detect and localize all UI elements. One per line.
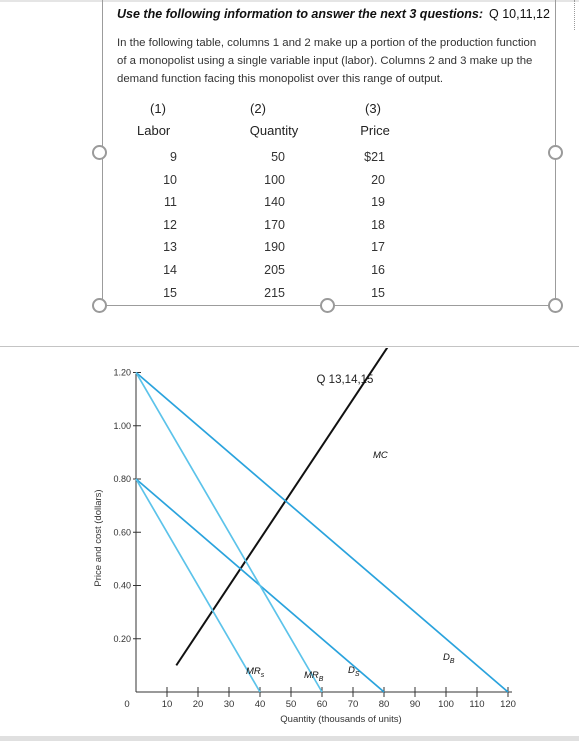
db-label-subscript: B	[450, 658, 455, 665]
x-axis-label: Quantity (thousands of units)	[280, 714, 401, 725]
table-cell-quantity: 140	[264, 195, 285, 210]
resize-handle-bottom-middle[interactable]	[320, 298, 335, 313]
curve-d-b	[135, 371, 509, 693]
resize-handle-bottom-left[interactable]	[92, 298, 107, 313]
question-intro: In the following table, columns 1 and 2 …	[117, 37, 537, 85]
bottom-bar	[0, 736, 579, 741]
db-label: DB	[443, 652, 455, 665]
chart-lines	[135, 348, 509, 693]
table-cell-quantity: 100	[264, 172, 285, 187]
mrs-label-main: MR	[246, 666, 261, 677]
question-ref: Q 10,11,12	[489, 7, 550, 21]
column-number-labor: (1)	[150, 101, 166, 116]
x-tick-label: 70	[348, 699, 359, 710]
column-header-price: Price	[360, 123, 390, 138]
x-tick-label: 120	[500, 699, 516, 710]
ds-label-main: D	[348, 665, 355, 676]
question-title: Use the following information to answer …	[117, 7, 550, 21]
table-cell-labor: 9	[170, 150, 177, 164]
x-tick-label: 110	[469, 699, 484, 710]
axis-ticks: 10 20 30 40 50 60 70 80 90 100 110 120 0.20 0.40 0.60 0…	[113, 368, 516, 711]
x-tick-label: 60	[317, 699, 328, 710]
table-cell-price: $21	[364, 150, 385, 164]
right-edge-marker	[574, 0, 579, 30]
column-number-price: (3)	[365, 101, 381, 116]
y-tick-label: 0.80	[113, 474, 131, 484]
x-tick-label: 50	[286, 699, 297, 710]
column-header-labor: Labor	[137, 123, 171, 138]
x-tick-label: 40	[255, 699, 266, 710]
resize-handle-left-middle[interactable]	[92, 145, 107, 160]
curve-mr-s	[135, 478, 261, 693]
mrb-label-subscript: B	[319, 676, 324, 683]
y-tick-label: 1.20	[113, 368, 131, 378]
curve-mr-b	[135, 372, 323, 693]
curve-mc	[175, 348, 389, 666]
question-text-box[interactable]: Use the following information to answer …	[102, 0, 556, 306]
resize-handle-right-middle[interactable]	[548, 145, 563, 160]
y-tick-label: 1.00	[113, 421, 131, 431]
ds-label: DS	[348, 665, 360, 678]
mc-label-main: MC	[373, 450, 388, 461]
monopoly-chart: Q 13,14,15 Price and cost (dollars) Quan…	[93, 348, 516, 725]
origin-label: 0	[124, 699, 129, 710]
y-tick-label: 0.20	[113, 634, 131, 644]
y-axis-label: Price and cost (dollars)	[93, 489, 104, 586]
table-cell-labor: 14	[163, 263, 177, 277]
question-title-text: Use the following information to answer …	[117, 7, 484, 21]
table-cell-price: 19	[371, 195, 385, 210]
table-cell-price: 16	[371, 263, 385, 277]
table-cell-price: 18	[371, 217, 385, 232]
table-cell-labor: 15	[163, 285, 177, 300]
mrb-label: MRB	[304, 670, 324, 683]
table-cell-labor: 12	[163, 217, 177, 232]
resize-handle-bottom-right[interactable]	[548, 298, 563, 313]
table-cell-labor: 13	[163, 240, 177, 255]
mrs-label-subscript: s	[261, 672, 265, 679]
table-cell-price: 20	[371, 172, 385, 187]
mrb-label-main: MR	[304, 670, 319, 681]
top-strip	[0, 0, 579, 2]
x-tick-label: 80	[379, 699, 390, 710]
chart-title: Q 13,14,15	[317, 374, 374, 386]
column-header-quantity: Quantity	[249, 123, 299, 138]
table-cell-labor: 10	[163, 172, 177, 187]
x-tick-label: 20	[193, 699, 204, 710]
table-cell-quantity: 205	[264, 263, 285, 277]
y-tick-label: 0.60	[113, 527, 131, 537]
table-cell-price: 15	[371, 285, 385, 300]
mrs-label: MRs	[246, 666, 265, 679]
x-tick-label: 90	[410, 699, 421, 710]
table-cell-quantity: 215	[264, 285, 285, 300]
table-cell-price: 17	[371, 240, 385, 255]
table-cell-quantity: 170	[264, 217, 285, 232]
y-tick-label: 0.40	[113, 581, 131, 591]
mc-label: MC	[373, 450, 388, 461]
ds-label-subscript: S	[355, 671, 360, 678]
x-tick-label: 10	[162, 699, 173, 710]
x-tick-label: 30	[224, 699, 235, 710]
db-label-main: D	[443, 652, 450, 663]
section-divider	[0, 346, 579, 347]
x-tick-label: 100	[438, 699, 454, 710]
table-cell-labor: 11	[164, 195, 177, 210]
table-cell-quantity: 190	[264, 240, 285, 255]
column-number-quantity: (2)	[250, 101, 266, 116]
table-cell-quantity: 50	[271, 150, 285, 164]
